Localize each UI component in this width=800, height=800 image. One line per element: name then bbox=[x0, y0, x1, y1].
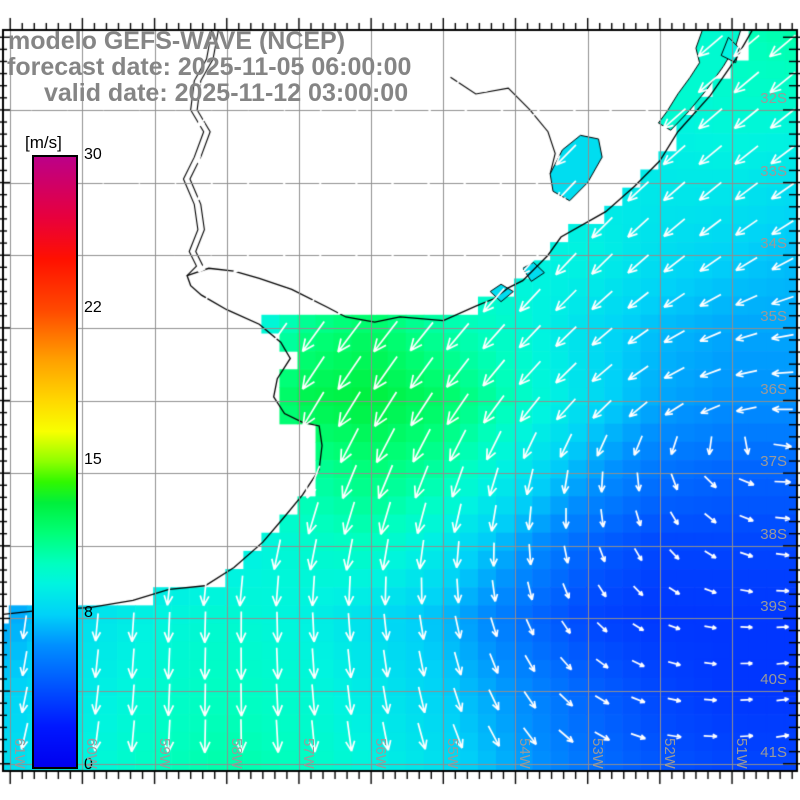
lon-label-60W: 60W bbox=[83, 738, 101, 769]
lat-label-37S: 37S bbox=[760, 453, 787, 471]
lat-label-35S: 35S bbox=[760, 307, 787, 325]
lat-label-38S: 38S bbox=[760, 525, 787, 543]
colorbar-tick-15: 15 bbox=[84, 451, 102, 468]
lat-label-32S: 32S bbox=[760, 89, 787, 107]
lat-label-41S: 41S bbox=[760, 743, 787, 761]
lon-label-51W: 51W bbox=[733, 738, 751, 769]
lat-label-39S: 39S bbox=[760, 598, 787, 616]
lon-label-54W: 54W bbox=[516, 738, 534, 769]
title-valid-date: valid date: 2025-11-12 03:00:00 bbox=[44, 79, 409, 107]
colorbar-unit-label: [m/s] bbox=[25, 133, 62, 152]
colorbar-tick-22: 22 bbox=[84, 298, 102, 316]
colorbar-tick-0: 0 bbox=[84, 756, 93, 773]
lon-label-61W: 61W bbox=[11, 738, 29, 769]
lon-label-55W: 55W bbox=[444, 738, 462, 769]
lon-label-59W: 59W bbox=[155, 738, 173, 769]
title-forecast-date: forecast date: 2025-11-05 06:00:00 bbox=[7, 53, 412, 81]
colorbar-tick-8: 8 bbox=[84, 603, 93, 621]
lon-label-57W: 57W bbox=[299, 738, 317, 769]
lon-label-53W: 53W bbox=[588, 738, 606, 769]
colorbar-tick-30: 30 bbox=[84, 146, 102, 163]
colorbar-gradient bbox=[32, 155, 78, 769]
lon-label-52W: 52W bbox=[660, 738, 678, 769]
lat-label-33S: 33S bbox=[760, 162, 787, 180]
title-model: modelo GEFS-WAVE (NCEP) bbox=[8, 27, 346, 55]
lat-label-36S: 36S bbox=[760, 380, 787, 398]
lon-label-58W: 58W bbox=[227, 738, 245, 769]
lat-label-34S: 34S bbox=[760, 235, 787, 253]
lon-label-56W: 56W bbox=[372, 738, 390, 769]
lat-label-40S: 40S bbox=[760, 671, 787, 689]
